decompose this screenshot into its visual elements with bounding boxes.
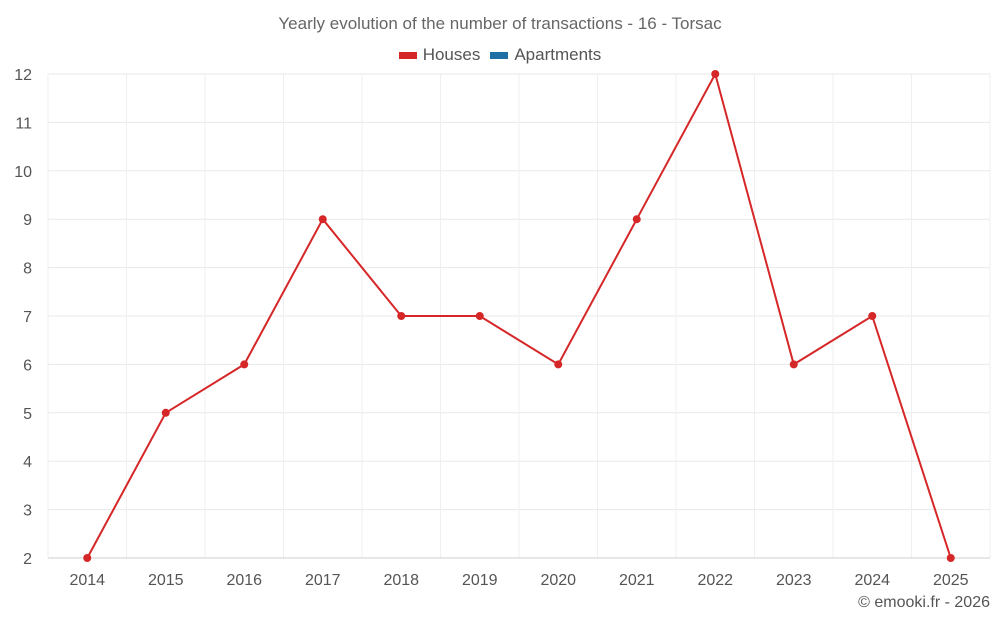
data-point <box>83 554 92 562</box>
y-tick-label: 6 <box>23 357 32 374</box>
y-tick-label: 3 <box>23 503 32 520</box>
y-tick-label: 11 <box>15 115 32 132</box>
legend-item-apartments[interactable]: Apartments <box>490 45 601 65</box>
data-point <box>632 215 641 224</box>
y-tick-label: 2 <box>23 551 32 568</box>
data-point <box>789 360 798 369</box>
legend-item-houses[interactable]: Houses <box>398 45 481 65</box>
chart-legend: Houses Apartments <box>0 45 1000 65</box>
data-point <box>868 312 877 320</box>
chart-title: Yearly evolution of the number of transa… <box>278 14 722 33</box>
x-tick-label: 2023 <box>776 572 812 589</box>
x-tick-label: 2018 <box>383 572 419 589</box>
x-tick-label: 2017 <box>305 572 341 589</box>
x-tick-label: 2025 <box>933 572 969 589</box>
x-tick-label: 2016 <box>226 572 262 589</box>
y-tick-label: 8 <box>23 261 32 278</box>
x-tick-label: 2022 <box>697 572 733 589</box>
y-tick-label: 12 <box>14 67 32 84</box>
credit-text: © emooki.fr - 2026 <box>858 594 990 611</box>
y-tick-label: 7 <box>23 309 32 326</box>
x-tick-label: 2024 <box>854 572 890 589</box>
data-point <box>397 312 406 320</box>
data-point <box>161 408 170 417</box>
data-point <box>711 70 720 78</box>
data-point <box>318 215 327 224</box>
x-tick-label: 2021 <box>619 572 655 589</box>
y-tick-label: 4 <box>23 454 32 471</box>
y-tick-label: 10 <box>14 164 32 181</box>
data-point <box>475 312 484 320</box>
series-line-houses <box>86 71 952 559</box>
legend-label-houses: Houses <box>422 45 481 64</box>
data-point <box>240 360 249 369</box>
y-tick-label: 5 <box>23 406 32 423</box>
y-tick-label: 9 <box>23 212 32 229</box>
x-tick-label: 2019 <box>462 572 498 589</box>
legend-swatch-apartments <box>490 51 509 59</box>
legend-label-apartments: Apartments <box>514 45 602 64</box>
x-tick-label: 2014 <box>69 572 105 589</box>
legend-swatch-houses <box>398 51 417 59</box>
data-point <box>554 360 563 369</box>
x-tick-label: 2015 <box>148 572 184 589</box>
data-point <box>946 554 955 562</box>
x-tick-label: 2020 <box>540 572 576 589</box>
